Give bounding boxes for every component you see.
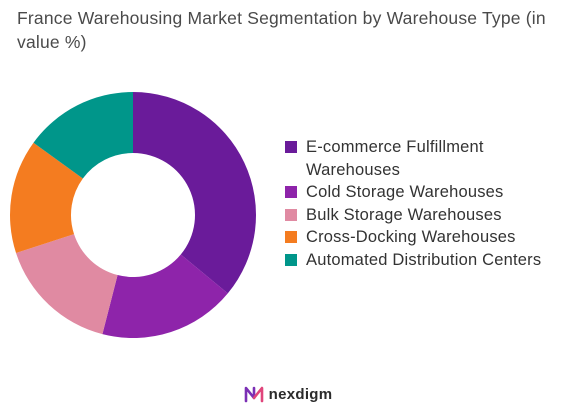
legend-label: Cross-Docking Warehouses: [306, 228, 516, 246]
legend-label: E-commerce Fulfillment Warehouses: [306, 138, 484, 179]
legend-item: E-commerce Fulfillment Warehouses: [285, 136, 570, 181]
legend-item: Automated Distribution Centers: [285, 249, 570, 272]
legend-label: Cold Storage Warehouses: [306, 183, 504, 201]
donut-slice-1: [133, 92, 256, 294]
legend-item: Bulk Storage Warehouses: [285, 204, 570, 227]
brand-name: nexdigm: [268, 385, 333, 403]
donut-slices: [10, 92, 256, 338]
donut-slice-5: [33, 92, 134, 179]
chart-legend: E-commerce Fulfillment Warehouses Cold St…: [285, 136, 570, 271]
donut-slice-4: [10, 142, 83, 254]
legend-item: Cold Storage Warehouses: [285, 181, 570, 204]
legend-swatch: [285, 231, 297, 243]
legend-item: Cross-Docking Warehouses: [285, 226, 570, 249]
donut-slice-2: [102, 254, 228, 338]
legend-swatch: [285, 253, 297, 266]
nexdigm-logo-icon: [244, 386, 263, 403]
legend-label: Automated Distribution Centers: [306, 250, 542, 269]
brand-logo: nexdigm: [0, 384, 575, 404]
legend-swatch: [285, 141, 297, 153]
legend-label: Bulk Storage Warehouses: [306, 205, 502, 224]
legend-swatch: [285, 208, 297, 221]
legend-swatch: [285, 186, 297, 198]
donut-slice-3: [16, 234, 118, 335]
chart-title: France Warehousing Market Segmentation b…: [17, 8, 546, 52]
